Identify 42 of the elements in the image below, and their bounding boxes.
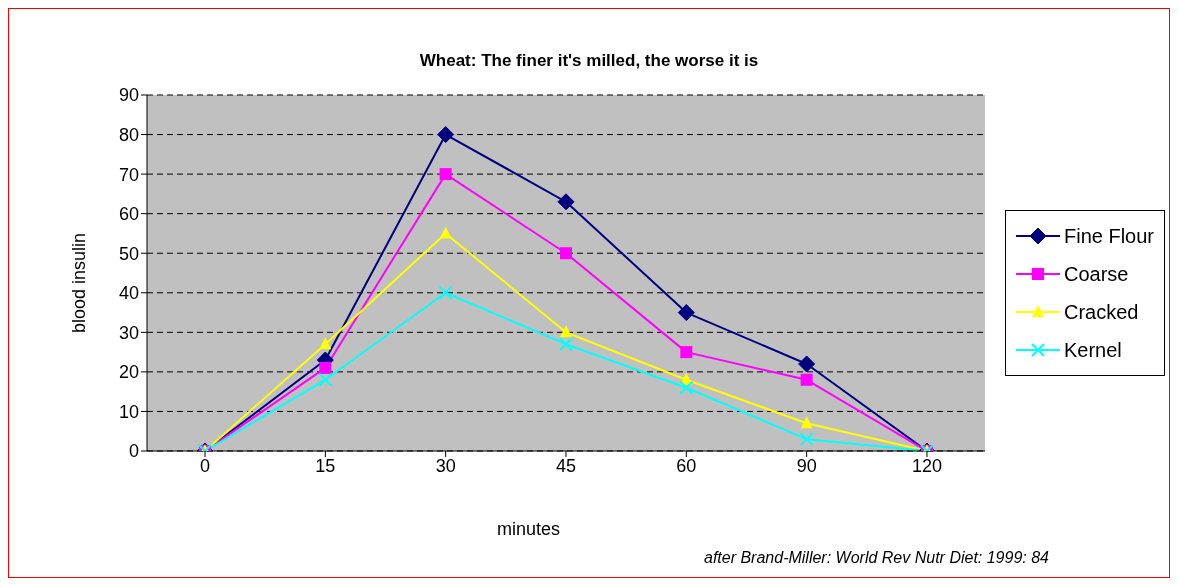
y-tick-label: 40 bbox=[118, 283, 139, 304]
x-tick-label: 15 bbox=[315, 455, 336, 476]
x-tick-label: 30 bbox=[435, 455, 456, 476]
point bbox=[798, 355, 816, 373]
point bbox=[439, 168, 452, 181]
point bbox=[438, 285, 453, 300]
x-tick-label: 60 bbox=[676, 455, 697, 476]
legend-label: Cracked bbox=[1063, 300, 1139, 324]
point bbox=[557, 193, 575, 211]
point bbox=[558, 337, 573, 352]
point bbox=[800, 373, 813, 386]
point bbox=[677, 304, 695, 322]
x-tick-label: 0 bbox=[199, 455, 211, 476]
y-tick-label: 90 bbox=[118, 85, 139, 106]
y-tick-label: 50 bbox=[118, 243, 139, 264]
point bbox=[559, 247, 572, 260]
y-axis-title: blood insulin bbox=[69, 232, 90, 333]
chart-title: Wheat: The finer it's milled, the worse it is bbox=[418, 51, 760, 71]
x-tick-label: 90 bbox=[796, 455, 817, 476]
y-tick-label: 60 bbox=[118, 204, 139, 225]
y-tick-label: 0 bbox=[128, 441, 139, 462]
point bbox=[800, 416, 813, 429]
x-axis-title: minutes bbox=[497, 519, 561, 540]
point bbox=[319, 337, 332, 350]
point bbox=[679, 380, 694, 395]
x-tick-label: 120 bbox=[911, 455, 942, 476]
y-tick-label: 20 bbox=[118, 362, 139, 383]
point bbox=[318, 372, 333, 387]
y-tick-label: 30 bbox=[118, 322, 139, 343]
legend-label: Kernel bbox=[1063, 338, 1122, 362]
legend-label: Coarse bbox=[1063, 262, 1129, 286]
y-tick-label: 80 bbox=[118, 124, 139, 145]
point bbox=[559, 325, 572, 338]
point bbox=[439, 226, 452, 239]
point bbox=[437, 126, 455, 144]
point bbox=[319, 361, 332, 374]
text: after Brand-Miller: World Rev Nutr Diet: 1999: 84 bbox=[703, 549, 1049, 567]
y-tick-label: 70 bbox=[118, 164, 139, 185]
point bbox=[680, 346, 693, 359]
y-tick-label: 10 bbox=[118, 401, 139, 422]
x-tick-label: 45 bbox=[555, 455, 576, 476]
legend-label: Fine Flour bbox=[1063, 224, 1154, 248]
